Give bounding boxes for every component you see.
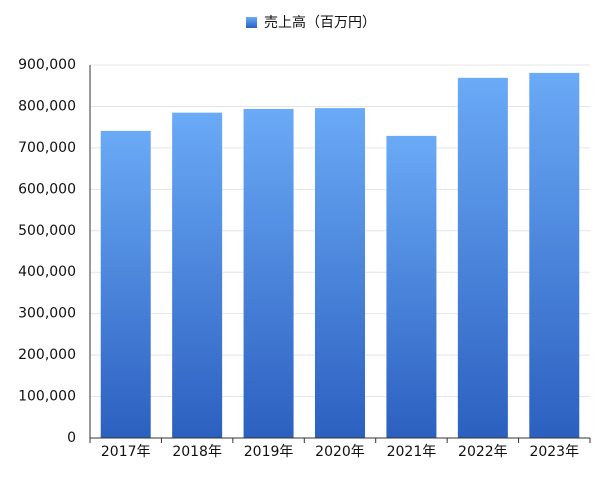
legend-label: 売上高（百万円）: [264, 14, 376, 31]
y-tick-label: 0: [67, 430, 76, 446]
x-tick-label: 2018年: [172, 444, 222, 460]
y-tick-label: 200,000: [18, 347, 76, 363]
bar: [100, 130, 151, 438]
y-tick-label: 700,000: [18, 140, 76, 156]
bar: [172, 112, 223, 439]
y-tick-label: 800,000: [18, 98, 76, 114]
bar: [457, 77, 508, 438]
bar: [386, 135, 437, 438]
legend-swatch: [246, 17, 257, 28]
y-tick-label: 500,000: [18, 223, 76, 239]
x-tick-label: 2020年: [315, 444, 365, 460]
bar: [315, 108, 365, 438]
x-tick-label: 2023年: [529, 444, 579, 460]
x-tick-label: 2017年: [101, 444, 151, 460]
x-tick-label: 2022年: [458, 444, 508, 460]
bar: [529, 72, 580, 438]
y-tick-label: 300,000: [18, 306, 76, 322]
x-tick-label: 2019年: [244, 444, 294, 460]
y-tick-label: 900,000: [18, 57, 76, 73]
y-tick-label: 400,000: [18, 264, 76, 280]
x-tick-label: 2021年: [387, 444, 437, 460]
bar: [243, 108, 294, 438]
y-tick-label: 600,000: [18, 181, 76, 197]
y-tick-label: 100,000: [18, 389, 76, 405]
